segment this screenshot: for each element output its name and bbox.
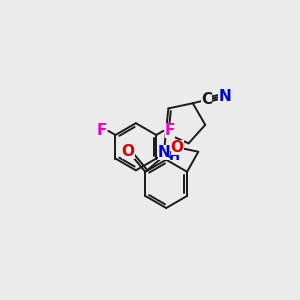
Text: N: N xyxy=(158,146,170,160)
Text: F: F xyxy=(165,123,175,138)
Text: O: O xyxy=(122,144,135,159)
Text: O: O xyxy=(171,140,184,155)
Text: C: C xyxy=(201,92,212,107)
Text: F: F xyxy=(97,123,107,138)
Text: N: N xyxy=(218,89,231,104)
Text: H: H xyxy=(169,150,180,163)
Text: -: - xyxy=(167,151,173,164)
